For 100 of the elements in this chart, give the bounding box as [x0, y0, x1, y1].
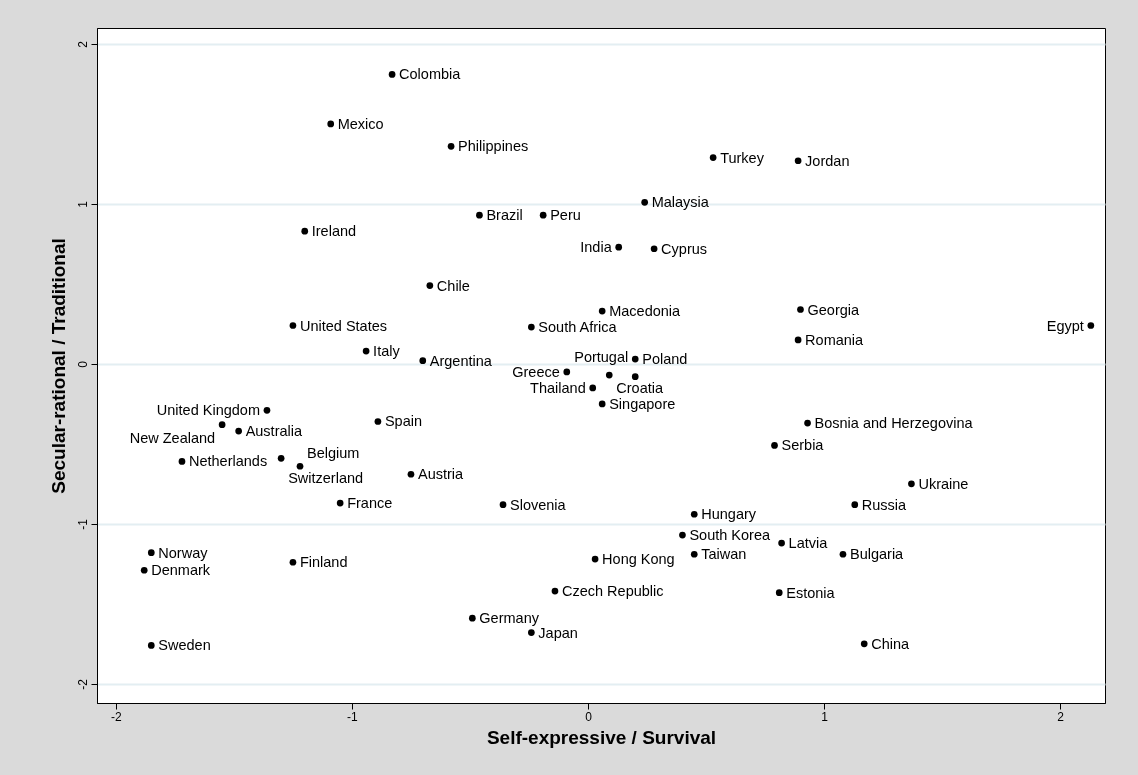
data-label: Bulgaria: [849, 546, 905, 563]
y-axis-title: Secular-rational / Traditional: [47, 238, 69, 494]
point: [908, 480, 915, 488]
x-tick-label: -1: [347, 709, 359, 724]
data-label: Brazil: [486, 207, 523, 224]
point: [1087, 322, 1095, 329]
point: [468, 614, 476, 622]
point: [147, 642, 155, 649]
data-label: Croatia: [616, 380, 664, 397]
point: [797, 306, 804, 313]
data-label: Turkey: [720, 149, 765, 166]
data-label: Russia: [861, 496, 908, 513]
data-label: Georgia: [807, 301, 860, 318]
data-label: Singapore: [609, 395, 676, 412]
point: [327, 120, 335, 128]
point: [499, 501, 507, 509]
point: [839, 550, 847, 558]
x-tick-label: 2: [1057, 709, 1065, 724]
data-label: Argentina: [429, 352, 493, 369]
data-label: Chile: [436, 277, 470, 294]
point: [528, 629, 535, 636]
data-label: United Kingdom: [156, 402, 260, 419]
point: [551, 587, 559, 595]
point: [539, 211, 547, 219]
data-label: Latvia: [788, 535, 829, 552]
data-label: France: [347, 495, 393, 512]
point: [419, 357, 427, 365]
data-label: Ireland: [311, 223, 357, 240]
point: [615, 243, 623, 251]
point: [218, 421, 226, 429]
data-label: Germany: [479, 610, 540, 627]
point: [598, 307, 606, 315]
data-label: Japan: [538, 624, 578, 641]
x-tick-label: -2: [111, 709, 123, 724]
point: [388, 71, 396, 78]
data-label: Sweden: [158, 637, 211, 654]
data-label: Spain: [384, 413, 423, 430]
point: [851, 501, 859, 509]
point: [679, 531, 686, 539]
data-label: Serbia: [781, 437, 825, 454]
point: [296, 462, 304, 470]
data-label: Philippines: [458, 138, 529, 155]
data-label: Colombia: [399, 66, 462, 83]
data-label: Cyprus: [661, 240, 708, 257]
data-label: Finland: [299, 554, 348, 571]
point: [563, 368, 571, 376]
data-label: Thailand: [530, 379, 586, 396]
data-label: India: [580, 239, 613, 256]
point: [528, 323, 535, 331]
x-tick-label: 0: [585, 709, 593, 724]
y-tick-label: -2: [75, 678, 90, 690]
point: [277, 454, 285, 462]
data-label: Bosnia and Herzegovina: [814, 415, 974, 432]
point: [631, 355, 639, 363]
x-axis-title: Self-expressive / Survival: [486, 726, 717, 748]
data-label: Slovenia: [510, 496, 567, 513]
point: [476, 211, 483, 219]
point: [301, 227, 309, 235]
point: [641, 199, 649, 206]
data-label: Hong Kong: [602, 551, 675, 568]
data-label: Romania: [805, 331, 865, 348]
x-tick-label: 1: [821, 709, 829, 724]
point: [709, 154, 717, 161]
data-label: Netherlands: [188, 453, 268, 470]
data-label: Egypt: [1046, 317, 1084, 334]
point: [794, 336, 802, 344]
data-label: Jordan: [805, 152, 850, 169]
data-label: Italy: [373, 343, 401, 360]
data-label: Australia: [245, 423, 303, 440]
point: [860, 640, 868, 648]
point: [598, 400, 606, 408]
point: [140, 566, 148, 574]
data-label: Macedonia: [609, 303, 682, 320]
point: [235, 427, 242, 435]
point: [147, 549, 155, 556]
data-label: Poland: [642, 351, 688, 368]
data-label: Ukraine: [918, 475, 969, 492]
data-label: Taiwan: [701, 546, 747, 563]
point: [775, 589, 783, 596]
data-label: Belgium: [307, 445, 360, 462]
y-tick-label: 2: [75, 40, 90, 48]
point: [447, 143, 455, 150]
point: [631, 373, 639, 381]
y-tick-label: 0: [75, 360, 90, 368]
point: [650, 245, 658, 253]
point: [362, 347, 370, 355]
point: [690, 510, 698, 518]
data-label: New Zealand: [129, 429, 216, 446]
point: [771, 442, 778, 449]
point: [778, 539, 785, 547]
data-label: Greece: [512, 363, 560, 380]
point: [178, 458, 186, 465]
data-label: South Korea: [689, 527, 771, 544]
point: [336, 499, 344, 507]
point: [690, 550, 698, 558]
data-label: United States: [299, 317, 387, 334]
data-label: Portugal: [574, 348, 629, 365]
data-label: Norway: [158, 544, 209, 561]
point: [794, 157, 802, 165]
data-label: Czech Republic: [561, 583, 664, 600]
